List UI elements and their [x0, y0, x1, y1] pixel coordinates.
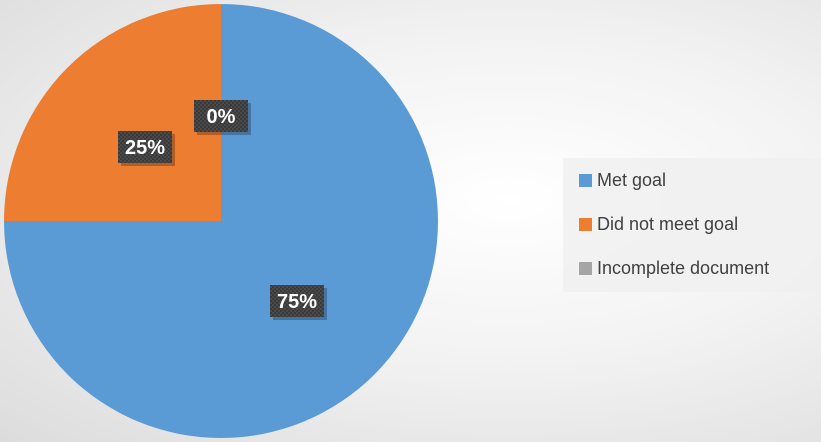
data-label-text: 25%: [125, 137, 165, 159]
data-label-text: 75%: [277, 291, 317, 313]
legend-label-incomplete-document: Incomplete document: [597, 257, 770, 278]
data-label-incomplete-document: 0%: [194, 100, 251, 135]
legend-swatch-met-goal: [579, 173, 592, 187]
pie-slices: [4, 4, 438, 438]
legend-item-incomplete-document[interactable]: Incomplete document: [579, 256, 769, 280]
data-label-did-not-meet-goal: 25%: [118, 131, 175, 166]
data-label-text: 0%: [207, 106, 236, 128]
legend-label-did-not-meet-goal: Did not meet goal: [597, 213, 739, 234]
pie-slice-did-not-meet-goal[interactable]: [4, 4, 221, 221]
data-label-box: [118, 131, 172, 163]
legend-swatch-incomplete-document: [579, 261, 592, 275]
data-label-box: [270, 285, 324, 317]
pie-data-labels: 75% 25% 0%: [118, 100, 327, 320]
legend-swatch-did-not-meet-goal: [579, 217, 592, 231]
data-label-met-goal: 75%: [270, 285, 327, 320]
data-label-box: [194, 100, 248, 132]
legend-item-did-not-meet-goal[interactable]: Did not meet goal: [579, 212, 738, 236]
legend: Met goal Did not meet goal Incomplete do…: [563, 158, 821, 292]
legend-label-met-goal: Met goal: [597, 169, 667, 190]
legend-item-met-goal[interactable]: Met goal: [579, 168, 666, 192]
